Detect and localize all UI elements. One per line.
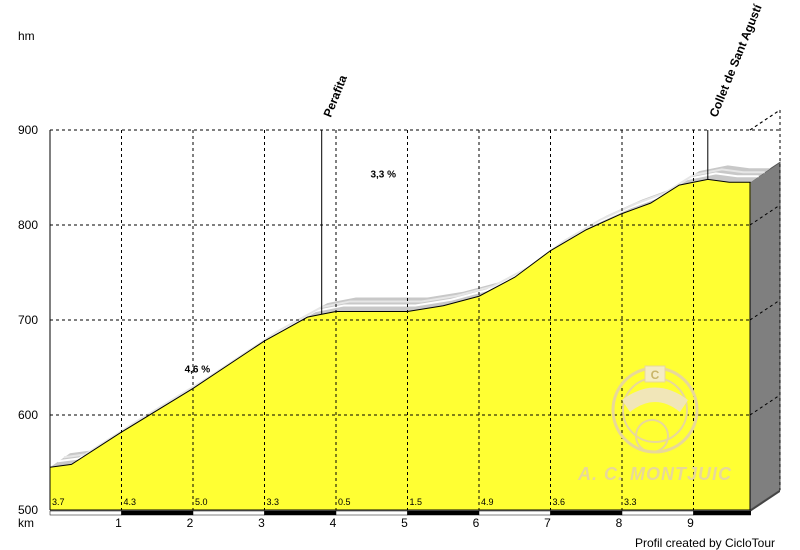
relief-stripe xyxy=(63,168,765,459)
km-bar-segment xyxy=(264,510,337,516)
x-tick-label: 8 xyxy=(616,516,623,530)
x-tick-labels: 1 2 3 4 5 6 7 8 9 xyxy=(115,516,694,530)
grade-label: 3,3 % xyxy=(370,170,396,181)
segment-label: 1.5 xyxy=(410,497,423,507)
segment-label: 3.6 xyxy=(553,497,566,507)
y-tick-labels: 500 600 700 800 900 xyxy=(18,123,38,517)
x-tick-label: 7 xyxy=(544,516,551,530)
profile-area-layer xyxy=(49,178,751,510)
logo-wing-shape xyxy=(622,387,688,412)
y-axis-label: hm xyxy=(18,29,35,43)
x-tick-label: 4 xyxy=(330,516,337,530)
y-tick-label: 900 xyxy=(18,123,38,137)
x-tick-label: 9 xyxy=(687,516,694,530)
x-tick-label: 5 xyxy=(401,516,408,530)
segment-label: 0.5 xyxy=(338,497,351,507)
waypoint-label: Collet de Sant Agustí xyxy=(707,2,765,119)
logo-top-badge xyxy=(644,365,666,383)
grid-top-depth xyxy=(749,109,781,131)
logo-letter: C xyxy=(651,368,660,382)
grid-line-depth xyxy=(749,394,781,416)
x-tick-label: 1 xyxy=(115,516,122,530)
segment-label: 4.3 xyxy=(124,497,137,507)
km-bar-segment xyxy=(192,510,265,516)
segment-label: 5.0 xyxy=(195,497,208,507)
km-bar-segment xyxy=(407,510,480,516)
km-bar-segment xyxy=(550,510,623,516)
km-bar-segment xyxy=(335,510,408,516)
km-bar-segment xyxy=(621,510,694,516)
logo-text: A. C. MONTJUIC xyxy=(577,464,732,484)
chart-frame xyxy=(49,130,751,511)
y-tick-label: 800 xyxy=(18,218,38,232)
grade-label: 4,6 % xyxy=(185,364,211,375)
segment-label: 4.9 xyxy=(481,497,494,507)
segment-label: 3.7 xyxy=(52,497,65,507)
x-tick-label: 3 xyxy=(258,516,265,530)
chart-grid xyxy=(50,109,781,510)
side-wall-base xyxy=(750,490,780,512)
km-bar-segment xyxy=(693,510,751,516)
logo-wheel-icon xyxy=(635,419,669,453)
y-tick-label: 500 xyxy=(18,503,38,517)
km-bar-segment xyxy=(121,510,194,516)
grade-labels: 4,6 % 3,3 % xyxy=(185,170,397,376)
profile-area xyxy=(50,179,751,510)
x-tick-label: 6 xyxy=(473,516,480,530)
x-tick-label: 2 xyxy=(187,516,194,530)
waypoint-label: Perafita xyxy=(321,73,351,119)
x-axis-label: km xyxy=(18,516,34,530)
segment-label: 3.3 xyxy=(624,497,637,507)
club-logo: C A. C. MONTJUIC xyxy=(577,365,732,484)
profile-line xyxy=(49,178,751,468)
km-bar-segment xyxy=(478,510,551,516)
segment-grade-labels: 3.7 4.3 5.0 3.3 0.5 1.5 4.9 3.6 3.3 xyxy=(52,497,637,507)
km-bar-segment xyxy=(49,510,122,516)
segment-label: 3.3 xyxy=(267,497,280,507)
grid-line-depth xyxy=(749,204,781,226)
km-scale-bar xyxy=(49,510,751,516)
profile-relief-band xyxy=(50,165,771,468)
credit-text: Profil created by CicloTour xyxy=(635,536,775,550)
y-tick-label: 700 xyxy=(18,313,38,327)
grid-line-depth xyxy=(749,299,781,321)
y-tick-label: 600 xyxy=(18,408,38,422)
